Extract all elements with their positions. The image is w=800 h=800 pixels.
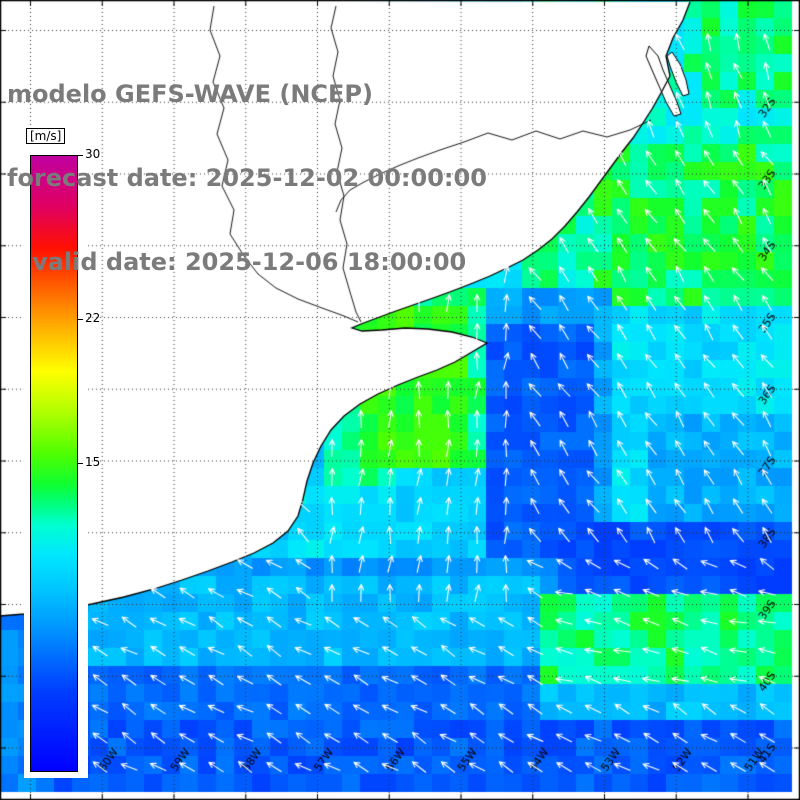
colorbar-tick-label: 22 bbox=[85, 311, 101, 325]
colorbar-tick-mark bbox=[77, 155, 83, 156]
colorbar-tick-mark bbox=[77, 319, 83, 320]
map-title-block: modelo GEFS-WAVE (NCEP) forecast date: 2… bbox=[7, 24, 487, 332]
colorbar-tick-label: 30 bbox=[85, 147, 101, 161]
colorbar-tick-mark bbox=[77, 462, 83, 464]
colorbar-tick-label: 15 bbox=[85, 454, 101, 469]
colorbar-gradient bbox=[30, 155, 78, 772]
model-title: modelo GEFS-WAVE (NCEP) bbox=[7, 80, 373, 108]
forecast-date: forecast date: 2025-12-02 00:00:00 bbox=[7, 164, 487, 192]
colorbar-panel: [m/s] 30 22 15 bbox=[24, 126, 100, 778]
valid-date: valid date: 2025-12-06 18:00:00 bbox=[7, 248, 467, 276]
colorbar-units-label: [m/s] bbox=[26, 128, 66, 144]
